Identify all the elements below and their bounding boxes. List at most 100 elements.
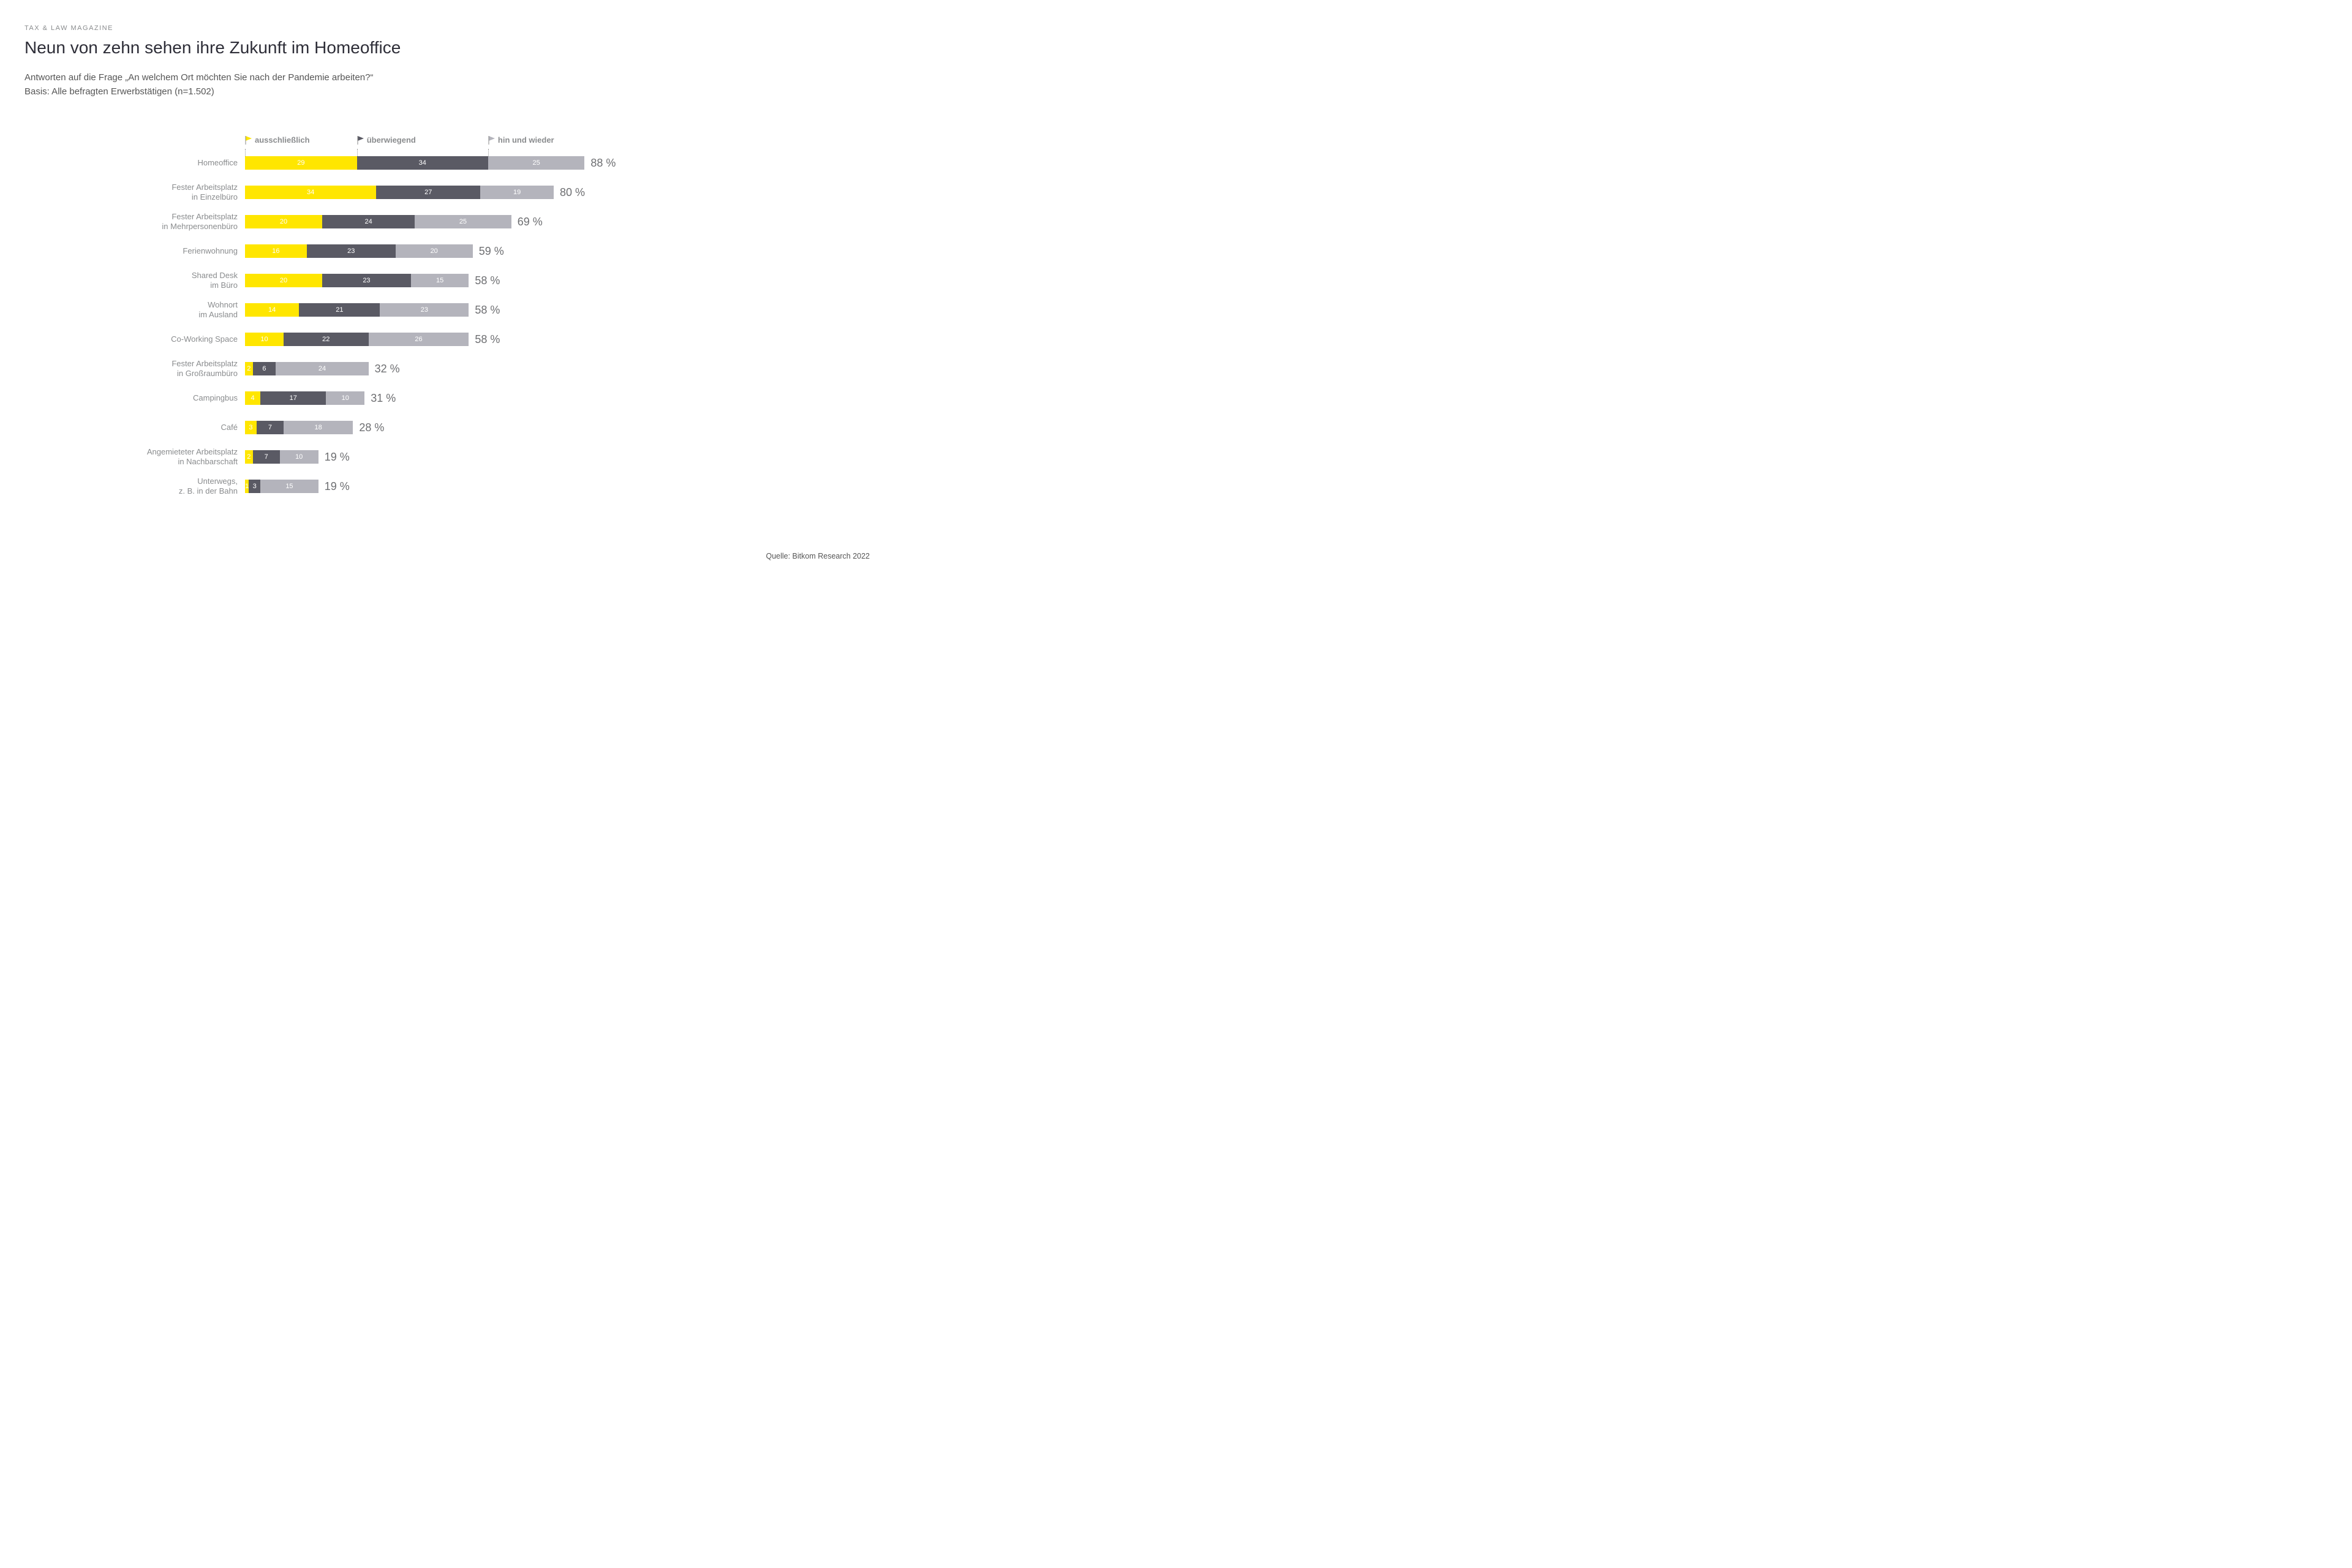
bar-row: Café371828 % [245,417,698,438]
bar-label: Co-Working Space [115,334,238,344]
bar-label: Fester Arbeitsplatzin Großraumbüro [115,359,238,379]
bar-track: 142123 [245,303,469,317]
bar-segment: 2 [245,450,253,464]
bar-track: 2710 [245,450,318,464]
bar-segment: 22 [284,333,369,346]
legend-label: überwiegend [367,135,416,145]
bar-label: Fester Arbeitsplatzin Mehrpersonenbüro [115,212,238,232]
bar-segment: 3 [245,421,257,434]
bar-row: Ferienwohnung16232059 % [245,241,698,262]
bar-total: 58 % [475,333,500,346]
bar-segment: 34 [357,156,488,170]
bar-row: Angemieteter Arbeitsplatzin Nachbarschaf… [245,447,698,467]
bar-row: Homeoffice29342588 % [245,153,698,173]
legend-item: ausschließlich [245,135,310,145]
legend: ausschließlich überwiegend hin und wieder [245,135,698,149]
bar-segment: 23 [307,244,396,258]
bar-row: Unterwegs,z. B. in der Bahn131519 % [245,476,698,497]
bar-track: 342719 [245,186,554,199]
eyebrow: TAX & LAW MAGAZINE [24,24,870,32]
bar-total: 19 % [325,451,350,464]
bar-total: 88 % [590,157,616,170]
bar-track: 2624 [245,362,369,375]
bar-segment: 6 [253,362,276,375]
bar-total: 59 % [479,245,504,258]
bar-segment: 16 [245,244,307,258]
bar-total: 28 % [359,421,384,434]
bar-segment: 19 [480,186,554,199]
subtitle-line2: Basis: Alle befragten Erwerbstätigen (n=… [24,85,870,99]
bar-segment: 26 [369,333,469,346]
bar-track: 102226 [245,333,469,346]
bar-segment: 10 [280,450,318,464]
bar-track: 202425 [245,215,511,228]
legend-label: hin und wieder [498,135,554,145]
bar-track: 162320 [245,244,473,258]
legend-label: ausschließlich [255,135,310,145]
bar-total: 32 % [375,363,400,375]
bar-segment: 18 [284,421,353,434]
bar-segment: 27 [376,186,480,199]
bar-segment: 14 [245,303,299,317]
bar-total: 80 % [560,186,585,199]
bar-segment: 7 [253,450,280,464]
bar-row: Co-Working Space10222658 % [245,329,698,350]
legend-item: hin und wieder [488,135,554,145]
bar-track: 3718 [245,421,353,434]
bar-segment: 20 [245,274,322,287]
bar-label: Café [115,423,238,432]
flag-icon [488,136,496,145]
bars-container: Homeoffice29342588 %Fester Arbeitsplatzi… [245,153,698,497]
bar-segment: 4 [245,391,260,405]
bar-segment: 20 [245,215,322,228]
bar-label: Ferienwohnung [115,246,238,256]
bar-label: Wohnortim Ausland [115,300,238,320]
bar-label: Fester Arbeitsplatzin Einzelbüro [115,183,238,203]
bar-segment: 17 [260,391,326,405]
bar-segment: 29 [245,156,357,170]
subtitle: Antworten auf die Frage „An welchem Ort … [24,71,870,99]
bar-segment: 10 [245,333,284,346]
bar-label: Campingbus [115,393,238,403]
source-citation: Quelle: Bitkom Research 2022 [24,552,870,560]
bar-segment: 34 [245,186,376,199]
bar-segment: 23 [380,303,469,317]
bar-label: Angemieteter Arbeitsplatzin Nachbarschaf… [115,447,238,467]
bar-segment: 25 [415,215,511,228]
bar-total: 31 % [371,392,396,405]
bar-total: 19 % [325,480,350,493]
bar-row: Campingbus4171031 % [245,388,698,409]
flag-icon [357,136,364,145]
legend-item: überwiegend [357,135,416,145]
bar-label: Homeoffice [115,158,238,168]
page-title: Neun von zehn sehen ihre Zukunft im Home… [24,38,870,58]
bar-track: 1315 [245,480,318,493]
bar-segment: 15 [260,480,318,493]
bar-segment: 21 [299,303,380,317]
bar-segment: 20 [396,244,473,258]
bar-total: 58 % [475,304,500,317]
bar-label: Shared Deskim Büro [115,271,238,291]
bar-label: Unterwegs,z. B. in der Bahn [115,477,238,497]
bar-track: 293425 [245,156,584,170]
bar-segment: 25 [488,156,585,170]
bar-segment: 15 [411,274,469,287]
bar-track: 202315 [245,274,469,287]
bar-row: Fester Arbeitsplatzin Einzelbüro34271980… [245,182,698,203]
bar-total: 58 % [475,274,500,287]
bar-total: 69 % [518,216,543,228]
bar-row: Wohnortim Ausland14212358 % [245,300,698,320]
bar-segment: 3 [249,480,260,493]
chart: ausschließlichüberwiegendhin und wieder … [245,135,698,497]
bar-segment: 24 [276,362,368,375]
bar-segment: 10 [326,391,364,405]
bar-segment: 7 [257,421,284,434]
bar-segment: 2 [245,362,253,375]
bar-row: Fester Arbeitsplatzin Mehrpersonenbüro20… [245,211,698,232]
subtitle-line1: Antworten auf die Frage „An welchem Ort … [24,71,870,85]
flag-icon [245,136,252,145]
bar-track: 41710 [245,391,364,405]
bar-segment: 23 [322,274,411,287]
bar-segment: 24 [322,215,415,228]
bar-row: Fester Arbeitsplatzin Großraumbüro262432… [245,358,698,379]
